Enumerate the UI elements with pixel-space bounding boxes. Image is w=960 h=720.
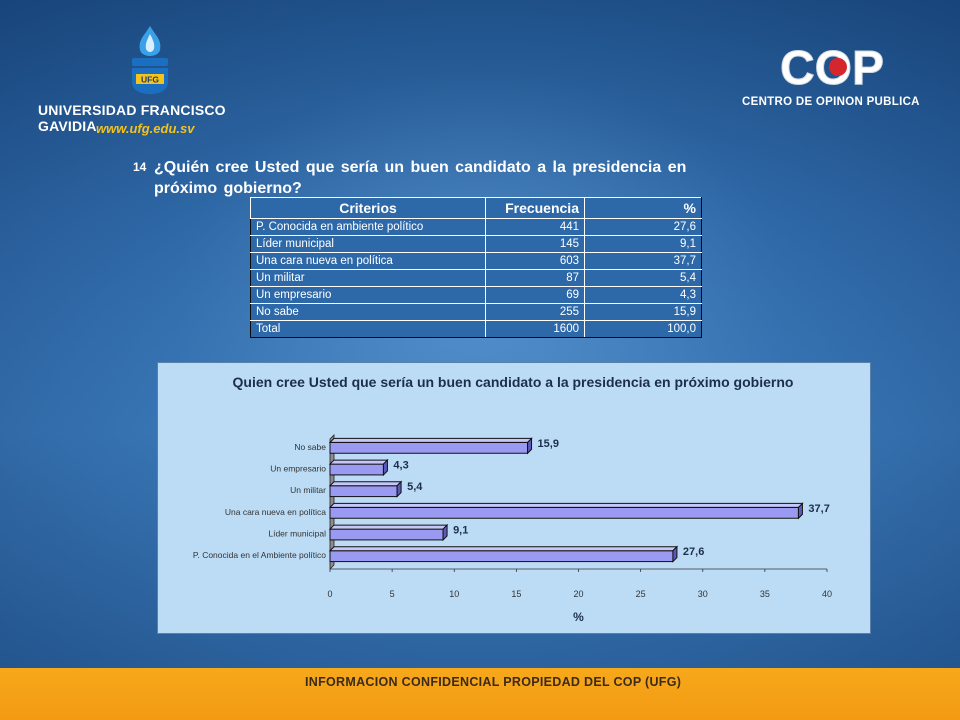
bar (329, 463, 384, 476)
chart-panel: Quien cree Usted que sería un buen candi… (157, 362, 871, 634)
ufg-emblem-text: UFG (141, 75, 159, 85)
table-row: Una cara nueva en política 603 37,7 (250, 252, 702, 270)
bar-side (797, 502, 803, 520)
x-tick-label: 10 (449, 589, 459, 599)
table-header-row: Criterios Frecuencia % (250, 197, 702, 219)
value-label: 27,6 (683, 546, 704, 558)
chart-title: Quien cree Usted que sería un buen candi… (232, 374, 794, 390)
value-label: 4,3 (393, 460, 408, 472)
category-label: Un empresario (270, 464, 326, 474)
cell-porcentaje: 15,9 (584, 303, 702, 321)
cell-porcentaje: 4,3 (584, 286, 702, 304)
cop-mark-icon: COP (780, 42, 885, 93)
cell-frecuencia: 87 (485, 269, 585, 287)
cell-criterio: P. Conocida en ambiente político (250, 218, 486, 236)
header-frecuencia: Frecuencia (485, 197, 585, 219)
cell-criterio: Total (250, 320, 486, 338)
bar-chart: P. Conocida en el Ambiente político 27,6 L… (193, 434, 832, 624)
cell-criterio: Líder municipal (250, 235, 486, 253)
x-tick-label: 25 (636, 589, 646, 599)
x-tick-label: 15 (511, 589, 521, 599)
bar-side (672, 545, 678, 563)
ufg-emblem-icon: UFG (132, 26, 168, 94)
question-text: ¿Quién cree Usted que sería un buen cand… (154, 159, 687, 197)
cell-criterio: Un empresario (250, 286, 486, 304)
results-table: Criterios Frecuencia % P. Conocida en am… (250, 197, 702, 338)
x-tick-label: 0 (327, 589, 332, 599)
bar-top (328, 524, 449, 530)
table-row: No sabe 255 15,9 (250, 303, 702, 321)
category-label: Líder municipal (268, 529, 326, 539)
cop-name: CENTRO DE OPINON PUBLICA (742, 96, 920, 108)
ufg-logo: UFG UNIVERSIDAD FRANCISCO GAVIDIA www.uf… (38, 24, 268, 136)
cell-frecuencia: 603 (485, 252, 585, 270)
x-tick-label: 30 (698, 589, 708, 599)
bar-side (527, 437, 533, 455)
bar-top (328, 546, 679, 552)
bar-top (328, 459, 389, 465)
table-row: Líder municipal 145 9,1 (250, 235, 702, 253)
bar (329, 485, 398, 498)
table-row: Un militar 87 5,4 (250, 269, 702, 287)
bar-side (396, 480, 402, 498)
x-tick-label: 20 (573, 589, 583, 599)
value-label: 9,1 (453, 525, 468, 537)
value-label: 37,7 (808, 503, 829, 515)
footer-text: INFORMACION CONFIDENCIAL PROPIEDAD DEL C… (305, 675, 682, 689)
cell-criterio: Un militar (250, 269, 486, 287)
table-row: P. Conocida en ambiente político 441 27,… (250, 218, 702, 236)
bar-side (382, 458, 388, 477)
table-row: Un empresario 69 4,3 (250, 286, 702, 304)
x-axis-title: % (573, 610, 584, 624)
cell-frecuencia: 69 (485, 286, 585, 304)
x-tick-label: 40 (822, 589, 832, 599)
ufg-website: www.ufg.edu.sv (96, 121, 195, 136)
bar-top (328, 481, 403, 487)
bar (329, 441, 529, 454)
question-number: 14 (133, 160, 147, 174)
cell-porcentaje: 37,7 (584, 252, 702, 270)
cell-criterio: No sabe (250, 303, 486, 321)
header-porcentaje: % (584, 197, 702, 219)
bar-top (328, 502, 804, 508)
ufg-name: UNIVERSIDAD FRANCISCO GAVIDIA (38, 102, 226, 134)
x-tick-label: 5 (390, 589, 395, 599)
category-label: P. Conocida en el Ambiente político (193, 550, 326, 560)
bar (329, 506, 799, 519)
cell-porcentaje: 9,1 (584, 235, 702, 253)
cell-frecuencia: 441 (485, 218, 585, 236)
value-label: 5,4 (407, 481, 423, 493)
bar (329, 528, 444, 541)
cell-porcentaje: 27,6 (584, 218, 702, 236)
cell-porcentaje: 100,0 (584, 320, 702, 338)
cop-logo: COP CENTRO DE OPINON PUBLICA (742, 40, 942, 120)
footer-bar: INFORMACION CONFIDENCIAL PROPIEDAD DEL C… (0, 668, 960, 720)
cell-criterio: Una cara nueva en política (250, 252, 486, 270)
header-criterios: Criterios (250, 197, 486, 219)
cell-porcentaje: 5,4 (584, 269, 702, 287)
cell-frecuencia: 145 (485, 235, 585, 253)
table-total-row: Total 1600 100,0 (250, 320, 702, 338)
category-label: Un militar (290, 485, 326, 495)
cell-frecuencia: 255 (485, 303, 585, 321)
category-label: No sabe (294, 442, 326, 452)
category-label: Una cara nueva en política (225, 507, 326, 517)
x-tick-label: 35 (760, 589, 770, 599)
bar-top (328, 437, 533, 443)
cell-frecuencia: 1600 (485, 320, 585, 338)
bar (329, 550, 674, 563)
value-label: 15,9 (538, 438, 559, 450)
bar-side (442, 523, 448, 542)
